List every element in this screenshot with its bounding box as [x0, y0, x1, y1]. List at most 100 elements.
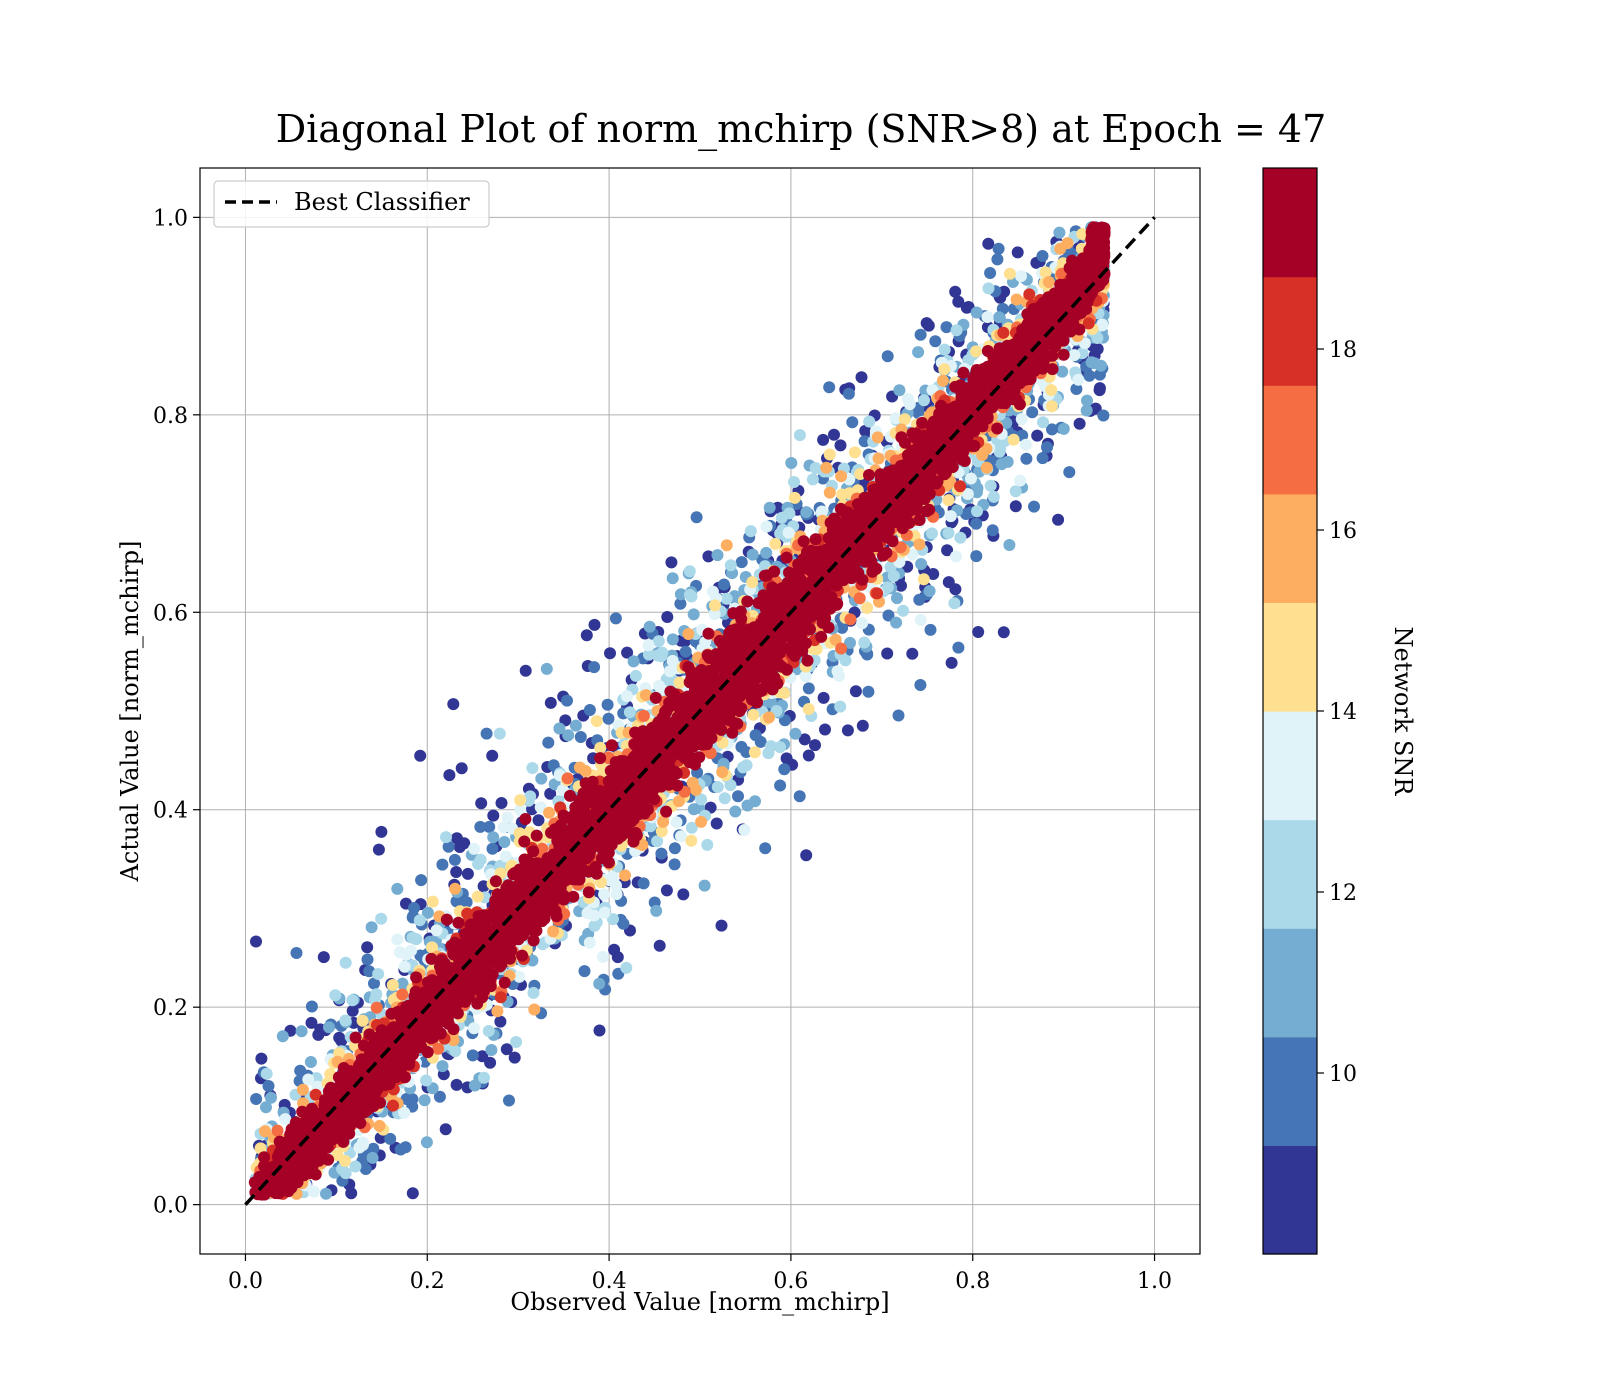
scatter-point	[749, 795, 761, 808]
scatter-point	[561, 772, 574, 785]
scatter-point	[834, 700, 847, 713]
scatter-point	[672, 795, 685, 808]
scatter-point	[528, 1003, 541, 1016]
scatter-point	[695, 793, 708, 806]
scatter-point	[1046, 423, 1058, 436]
scatter-point	[695, 815, 708, 828]
scatter-point	[982, 237, 995, 250]
scatter-point	[938, 363, 951, 376]
scatter-point	[513, 970, 526, 983]
scatter-point	[942, 527, 955, 539]
scatter-point	[1014, 474, 1027, 487]
scatter-point	[642, 639, 655, 652]
scatter-point	[675, 830, 687, 843]
scatter-point	[887, 570, 900, 582]
scatter-point	[653, 939, 666, 952]
scatter-point	[839, 654, 852, 667]
scatter-point	[992, 242, 1005, 255]
scatter-point	[711, 549, 724, 562]
scatter-point	[720, 539, 733, 552]
scatter-point	[817, 433, 830, 446]
scatter-point	[436, 858, 449, 871]
scatter-point	[363, 1028, 376, 1041]
scatter-point	[912, 346, 925, 359]
scatter-point	[802, 703, 815, 715]
scatter-point	[971, 505, 983, 518]
scatter-point	[514, 804, 527, 817]
scatter-point	[1096, 318, 1109, 331]
scatter-point	[574, 731, 587, 743]
scatter-point	[656, 646, 669, 659]
scatter-point	[295, 1025, 308, 1038]
scatter-point	[1036, 250, 1049, 262]
scatter-point	[889, 412, 902, 425]
scatter-point	[871, 587, 884, 600]
scatter-point	[640, 689, 652, 702]
scatter-point	[748, 746, 761, 759]
scatter-point	[950, 550, 962, 563]
scatter-point	[296, 1083, 309, 1096]
scatter-point	[950, 324, 963, 337]
chart-title: Diagonal Plot of norm_mchirp (SNR>8) at …	[276, 107, 1327, 152]
scatter-point	[443, 769, 456, 782]
scatter-point	[544, 696, 557, 709]
scatter-point	[763, 711, 775, 724]
scatter-point	[361, 941, 374, 954]
scatter-point	[670, 816, 683, 829]
scatter-point	[346, 994, 359, 1007]
scatter-point	[655, 847, 668, 860]
scatter-point	[653, 679, 666, 692]
scatter-point	[329, 989, 342, 1002]
scatter-point	[1063, 466, 1076, 479]
scatter-point	[398, 960, 411, 973]
scatter-point	[735, 556, 748, 569]
scatter-point	[643, 648, 655, 661]
scatter-point	[668, 858, 681, 871]
scatter-point	[949, 583, 962, 596]
scatter-point	[522, 794, 535, 807]
scatter-point	[844, 636, 856, 649]
scatter-point	[255, 1052, 268, 1065]
scatter-point	[400, 948, 413, 961]
scatter-point	[924, 623, 937, 636]
scatter-point	[754, 735, 767, 748]
scatter-point	[433, 1090, 446, 1103]
scatter-point	[276, 1030, 289, 1043]
scatter-point	[1003, 267, 1016, 280]
scatter-point	[447, 1034, 460, 1047]
scatter-point	[802, 749, 815, 762]
scatter-point	[450, 866, 463, 878]
scatter-point	[856, 617, 869, 630]
scatter-point	[503, 1094, 515, 1107]
scatter-point	[491, 1005, 504, 1018]
scatter-point	[941, 544, 954, 557]
scatter-point	[993, 445, 1006, 458]
scatter-point	[965, 472, 977, 485]
scatter-point	[980, 461, 993, 474]
scatter-point	[674, 597, 687, 610]
scatter-point	[421, 906, 434, 919]
scatter-point	[797, 535, 810, 548]
scatter-point	[954, 480, 967, 493]
scatter-point	[855, 371, 868, 384]
scatter-point	[391, 933, 404, 946]
scatter-point	[396, 988, 409, 1001]
scatter-point	[663, 665, 676, 678]
scatter-point	[952, 295, 965, 308]
scatter-point	[997, 326, 1010, 339]
scatter-point	[514, 794, 527, 807]
scatter-point	[540, 662, 553, 675]
scatter-point	[617, 917, 630, 930]
scatter-point	[410, 933, 423, 946]
scatter-point	[944, 510, 957, 523]
scatter-point	[673, 676, 686, 689]
scatter-point	[660, 884, 673, 897]
scatter-point	[926, 527, 938, 540]
scatter-point	[849, 685, 862, 698]
scatter-point	[432, 1042, 445, 1055]
scatter-point	[657, 815, 670, 828]
scatter-point	[621, 646, 634, 659]
scatter-point	[593, 977, 606, 990]
scatter-point	[914, 679, 927, 691]
